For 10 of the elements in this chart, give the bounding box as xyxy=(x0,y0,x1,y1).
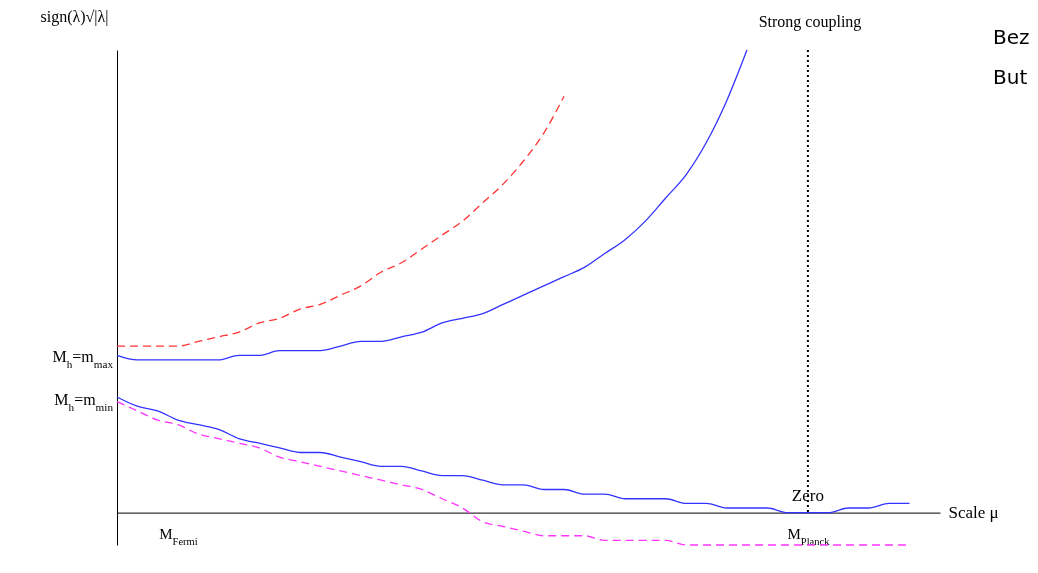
text: M$_{h}$=m$_{max}$ xyxy=(52,348,114,370)
text: Bez xyxy=(993,25,1030,49)
x-tick-label: M$_{Planck}$ xyxy=(787,526,831,547)
y-axis-title: sign(λ)√|λ| xyxy=(40,7,109,26)
x-axis-title: Scale μ xyxy=(948,503,999,523)
text: But xyxy=(993,65,1028,89)
x-tick-label: M$_{Fermi}$ xyxy=(159,526,198,547)
text: Strong coupling xyxy=(758,13,862,31)
annotation: Zero xyxy=(791,485,824,505)
text: M$_{h}$=m$_{min}$ xyxy=(54,391,114,413)
